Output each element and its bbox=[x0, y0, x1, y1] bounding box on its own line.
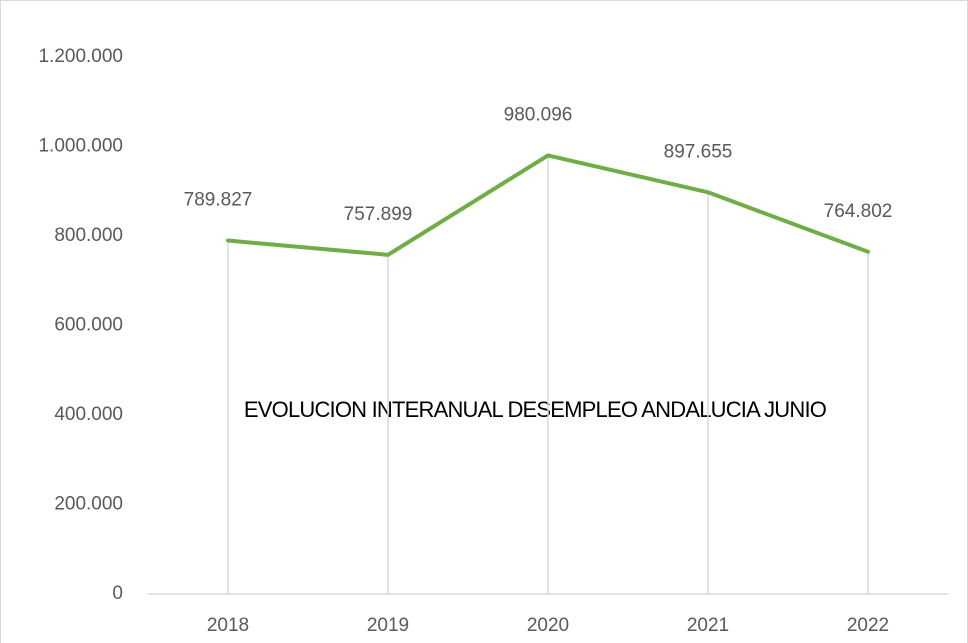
y-tick-label: 400.000 bbox=[54, 404, 123, 425]
y-tick-label: 1.000.000 bbox=[38, 136, 123, 157]
data-line bbox=[226, 153, 870, 257]
data-label: 980.096 bbox=[504, 104, 573, 125]
x-tick-label: 2018 bbox=[207, 615, 249, 636]
y-tick-label: 1.200.000 bbox=[38, 46, 123, 67]
y-tick-label: 800.000 bbox=[54, 225, 123, 246]
y-tick-label: 0 bbox=[112, 583, 123, 604]
data-label: 789.827 bbox=[184, 190, 253, 211]
data-label: 764.802 bbox=[824, 201, 893, 222]
x-tick-label: 2022 bbox=[847, 615, 889, 636]
data-label: 757.899 bbox=[344, 204, 413, 225]
y-tick-label: 200.000 bbox=[54, 494, 123, 515]
data-label: 897.655 bbox=[664, 141, 733, 162]
x-tick-label: 2020 bbox=[527, 615, 569, 636]
x-tick-label: 2019 bbox=[367, 615, 409, 636]
y-tick-label: 600.000 bbox=[54, 315, 123, 336]
x-tick-label: 2021 bbox=[687, 615, 729, 636]
chart-title: EVOLUCION INTERANUAL DESEMPLEO ANDALUCIA… bbox=[244, 397, 827, 422]
